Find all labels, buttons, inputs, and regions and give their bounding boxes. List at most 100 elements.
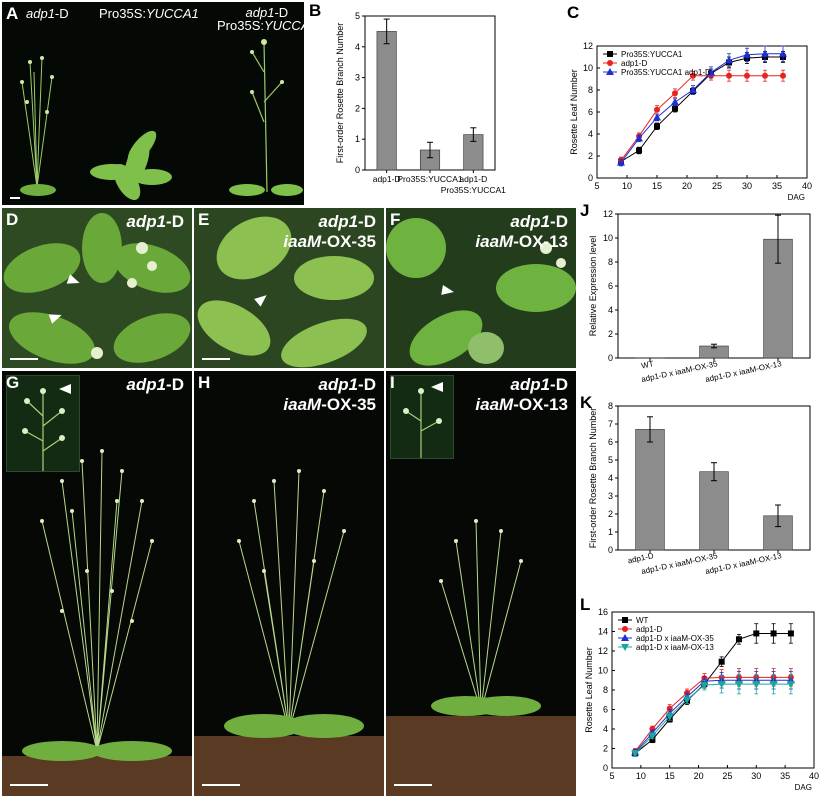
data-point: [753, 630, 760, 637]
rosette-illustration-e: [197, 216, 374, 368]
series-line: [634, 683, 791, 754]
photo-panel-a: A adp1-D Pro35S:YUCCA1 adp1-D Pro35S:YUCC…: [2, 2, 304, 205]
scale-bar: [10, 784, 48, 786]
x-tick-label: 35: [780, 771, 790, 781]
photo-panel-i: I adp1-D iaaM-OX-13: [386, 371, 576, 796]
panel-letter-h: H: [198, 373, 211, 392]
rosette-illustration-f: [386, 218, 576, 366]
legend-marker: [607, 60, 613, 66]
photo-panel-h: H adp1-D iaaM-OX-35: [194, 371, 384, 796]
chart-l: L 0 2 4 6 8 10 12 14 16 5 10 15 20 25 30 35 40 DAG Rosette …: [580, 595, 819, 792]
plant-illustration-h: [194, 469, 384, 796]
x-tick-label: 25: [712, 181, 722, 191]
label-adp1-d-iaam-ox-35: adp1-D iaaM-OX-35: [283, 375, 376, 414]
y-tick-label: 0: [603, 763, 608, 773]
legend-entry: adp1-D x iaaM-OX-35: [636, 634, 714, 643]
x-tick-label: WT: [640, 359, 654, 370]
legend-marker: [621, 634, 629, 641]
y-tick-label: 2: [588, 151, 593, 161]
scale-bar: [202, 784, 240, 786]
y-tick-label: 12: [598, 646, 608, 656]
y-tick-label: 6: [588, 107, 593, 117]
y-tick-label: 4: [588, 129, 593, 139]
y-tick-label: 8: [603, 685, 608, 695]
arrowhead-marker: [431, 382, 443, 392]
x-tick-label: 40: [802, 181, 812, 191]
panel-letter-c: C: [567, 3, 579, 22]
series-line: [620, 75, 783, 161]
x-tick-label: adp1-D: [459, 174, 487, 184]
data-point: [734, 681, 743, 689]
y-tick-label: 0: [588, 173, 593, 183]
data-point: [726, 72, 732, 79]
data-point: [653, 113, 661, 121]
y-tick-label: 10: [598, 666, 608, 676]
data-point: [654, 106, 660, 113]
x-tick-label: 40: [809, 771, 819, 781]
y-tick-label: 0: [608, 545, 613, 555]
y-tick-label: 4: [608, 305, 613, 315]
panel-letter-k: K: [580, 393, 593, 412]
legend-marker: [621, 644, 629, 651]
photo-panel-d: D adp1-D: [2, 208, 192, 368]
plant-illustration-i: [386, 519, 576, 796]
data-point: [770, 630, 777, 637]
y-tick-label: 3: [608, 491, 613, 501]
series-line: [620, 53, 783, 163]
y-axis-label: First-order Rosette Branch Number: [588, 408, 598, 549]
x-tick-label: 20: [694, 771, 704, 781]
y-tick-label: 16: [598, 607, 608, 617]
y-axis-label: Rosette Leaf Number: [569, 69, 579, 155]
panel-letter-a: A: [6, 4, 19, 23]
rosette-illustration-d: [3, 213, 191, 364]
panel-letter-l: L: [580, 595, 590, 614]
y-tick-label: 10: [603, 233, 613, 243]
label-adp1-d: adp1-D: [126, 212, 184, 231]
legend-entry: Pro35S:YUCCA1 adp1-D: [621, 68, 711, 77]
y-tick-label: 8: [608, 257, 613, 267]
data-point: [671, 98, 679, 106]
data-point: [654, 123, 660, 130]
panel-letter-i: I: [390, 373, 395, 392]
panel-letter-e: E: [198, 210, 210, 229]
data-point: [744, 72, 750, 79]
data-point: [743, 50, 751, 58]
y-tick-label: 2: [608, 509, 613, 519]
y-tick-label: 6: [608, 281, 613, 291]
data-point: [752, 681, 761, 689]
photo-panel-e: E adp1-D iaaM-OX-35: [194, 208, 384, 368]
panel-letter-b: B: [309, 2, 321, 20]
y-tick-label: 2: [355, 103, 360, 113]
y-tick-label: 5: [608, 455, 613, 465]
x-tick-label: adp1-D: [627, 551, 655, 565]
y-tick-label: 0: [608, 353, 613, 363]
x-tick-label: 5: [594, 181, 599, 191]
label-adp1-d-iaam-ox-35: adp1-D iaaM-OX-35: [283, 212, 376, 251]
x-tick-label: Pro35S:YUCCA1: [441, 185, 506, 195]
label-adp1-d: adp1-D: [126, 375, 184, 394]
inset-inflorescence: [390, 375, 454, 459]
y-tick-label: 8: [608, 401, 613, 411]
legend-marker: [607, 51, 613, 57]
y-axis-label: Rosette Leaf Number: [584, 647, 594, 733]
data-point: [769, 681, 778, 689]
scale-bar: [10, 358, 38, 360]
data-point: [718, 658, 725, 665]
y-tick-label: 0: [355, 165, 360, 175]
panel-letter-f: F: [390, 210, 401, 229]
label-adp1-d-iaam-ox-13: adp1-D iaaM-OX-13: [475, 212, 568, 251]
y-tick-label: 6: [603, 705, 608, 715]
data-point: [689, 86, 697, 93]
x-tick-label: 35: [772, 181, 782, 191]
x-tick-label: Pro35S:YUCCA1: [397, 174, 462, 184]
x-tick-label: 20: [682, 181, 692, 191]
scale-bar: [202, 358, 230, 360]
x-tick-label: 15: [665, 771, 675, 781]
x-tick-label: 10: [622, 181, 632, 191]
data-point: [786, 681, 795, 689]
x-tick-label: adp1-D: [373, 174, 401, 184]
y-tick-label: 12: [603, 209, 613, 219]
inset-inflorescence: [6, 375, 80, 472]
